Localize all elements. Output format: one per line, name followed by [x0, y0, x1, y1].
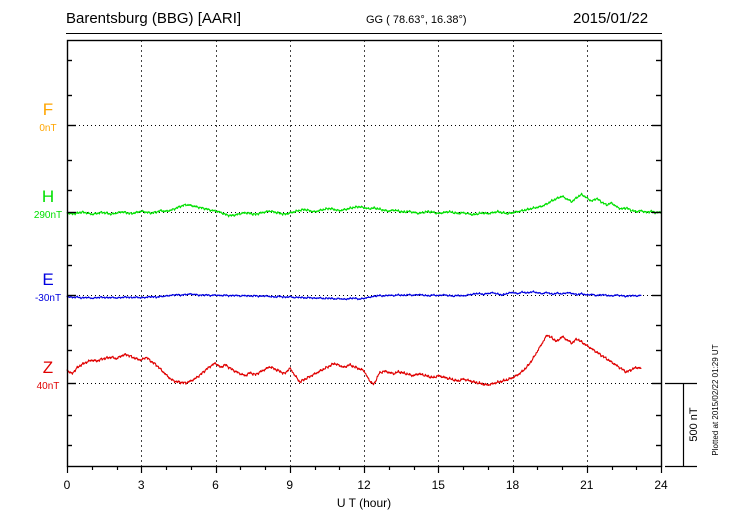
plotted-at-stamp: Plotted at 2015/02/22 01:29 UT — [711, 344, 720, 455]
x-tick-label-0: 0 — [64, 478, 71, 492]
component-baseline-H: 290nT — [34, 210, 62, 221]
component-labels: F 0nT H 290nT E -30nT Z 40nT — [34, 100, 62, 392]
scale-bar-label: 500 nT — [688, 407, 700, 442]
grid-layer — [141, 40, 588, 466]
component-letter-H: H — [42, 187, 54, 206]
scale-bar: 500 nT — [665, 382, 700, 468]
x-tick-label-18: 18 — [506, 478, 520, 492]
component-baseline-E: -30nT — [35, 293, 61, 304]
plot-frame — [66, 39, 663, 468]
baseline-layer — [67, 125, 661, 384]
x-tick-label-3: 3 — [138, 478, 145, 492]
plot-timestamp: Plotted at 2015/02/22 01:29 UT — [711, 344, 720, 455]
observation-date: 2015/01/22 — [573, 10, 649, 27]
x-axis-title: U T (hour) — [337, 496, 391, 510]
x-tick-label-15: 15 — [432, 478, 446, 492]
header-divider — [66, 33, 662, 34]
x-tick-label-24: 24 — [654, 478, 668, 492]
x-tick-label-21: 21 — [580, 478, 594, 492]
station-title: Barentsburg (BBG) [AARI] — [66, 10, 242, 27]
trace-layer — [66, 192, 662, 387]
x-tick-label-12: 12 — [357, 478, 371, 492]
component-baseline-Z: 40nT — [37, 381, 60, 392]
x-axis: 0 3 6 9 12 15 18 21 24 U T (hour) — [64, 466, 668, 510]
component-letter-Z: Z — [43, 358, 53, 377]
component-baseline-F: 0nT — [39, 123, 56, 134]
x-tick-label-9: 9 — [286, 478, 293, 492]
geographic-coordinates: GG ( 78.63°, 16.38°) — [366, 14, 467, 26]
component-letter-E: E — [42, 270, 53, 289]
x-tick-label-6: 6 — [212, 478, 219, 492]
component-letter-F: F — [43, 100, 53, 119]
